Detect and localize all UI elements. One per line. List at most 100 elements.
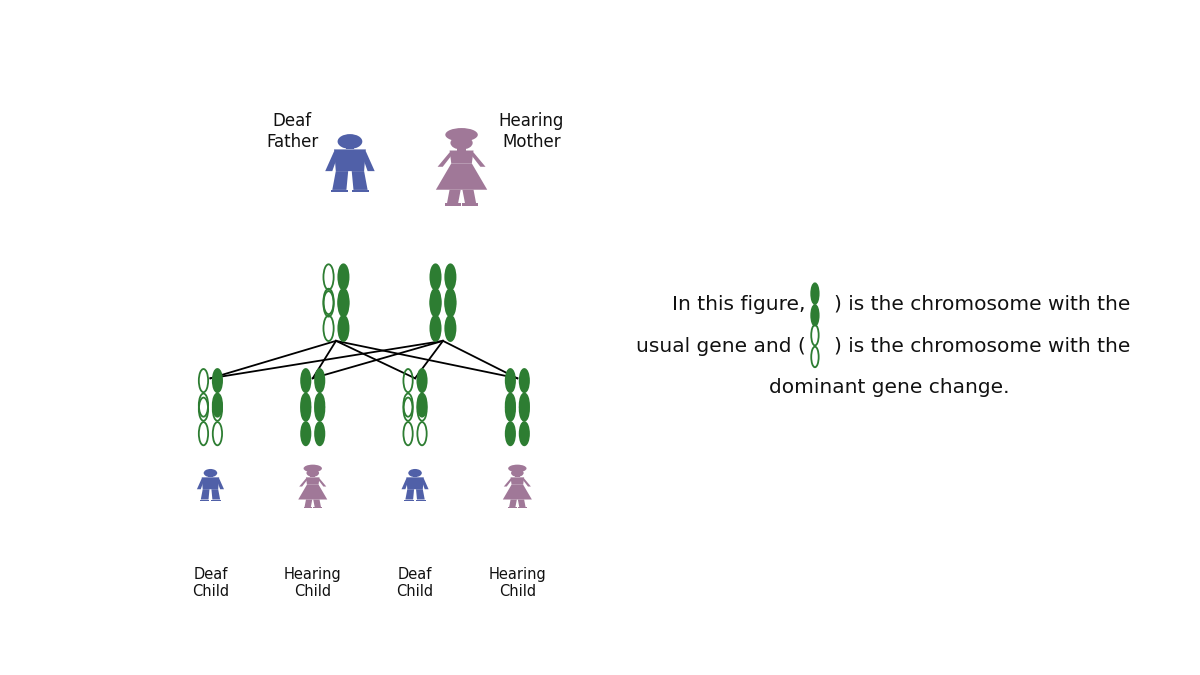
Ellipse shape [212, 394, 222, 416]
Polygon shape [462, 190, 476, 203]
Ellipse shape [316, 369, 324, 392]
Polygon shape [448, 190, 461, 203]
Polygon shape [450, 151, 474, 163]
Polygon shape [211, 489, 220, 500]
Text: Hearing
Mother: Hearing Mother [499, 112, 564, 151]
Polygon shape [299, 479, 308, 487]
Ellipse shape [431, 289, 440, 314]
Text: Deaf
Child: Deaf Child [396, 567, 433, 599]
Polygon shape [306, 477, 319, 485]
Ellipse shape [431, 291, 440, 317]
Ellipse shape [511, 469, 523, 477]
Text: dominant gene change.: dominant gene change. [769, 378, 1009, 397]
Polygon shape [360, 151, 374, 171]
Polygon shape [325, 151, 340, 171]
Text: Hearing
Child: Hearing Child [284, 567, 342, 599]
Polygon shape [518, 500, 526, 507]
Polygon shape [406, 489, 414, 500]
Polygon shape [202, 477, 220, 489]
Ellipse shape [212, 369, 222, 392]
Ellipse shape [505, 394, 515, 416]
Ellipse shape [316, 394, 324, 416]
Ellipse shape [450, 136, 473, 150]
Text: In this figure,: In this figure, [672, 295, 805, 314]
Text: ) is the chromosome with the: ) is the chromosome with the [834, 295, 1130, 314]
Ellipse shape [445, 291, 456, 317]
Polygon shape [208, 476, 212, 477]
Ellipse shape [508, 464, 527, 472]
Polygon shape [515, 476, 520, 477]
Polygon shape [522, 479, 530, 487]
Polygon shape [457, 148, 466, 151]
Text: ) is the chromosome with the: ) is the chromosome with the [834, 337, 1130, 356]
Polygon shape [416, 500, 426, 501]
Ellipse shape [445, 265, 456, 290]
Text: usual gene and (: usual gene and ( [636, 337, 805, 356]
Ellipse shape [337, 134, 362, 149]
Polygon shape [436, 163, 487, 190]
Polygon shape [421, 479, 428, 489]
Ellipse shape [338, 265, 348, 290]
Polygon shape [413, 476, 418, 477]
Ellipse shape [431, 265, 440, 290]
Ellipse shape [301, 369, 311, 392]
Polygon shape [438, 153, 454, 167]
Polygon shape [197, 479, 205, 489]
Ellipse shape [301, 422, 311, 446]
Polygon shape [503, 485, 532, 500]
Ellipse shape [316, 422, 324, 446]
Polygon shape [200, 489, 210, 500]
Polygon shape [352, 171, 367, 190]
Ellipse shape [445, 316, 456, 341]
Ellipse shape [338, 289, 348, 314]
Text: Deaf
Father: Deaf Father [266, 112, 318, 151]
Polygon shape [305, 500, 312, 507]
Ellipse shape [306, 469, 319, 477]
Ellipse shape [811, 284, 818, 304]
Polygon shape [469, 153, 486, 167]
Ellipse shape [505, 398, 515, 421]
Ellipse shape [418, 369, 427, 392]
Polygon shape [299, 485, 328, 500]
Polygon shape [352, 190, 370, 192]
Polygon shape [311, 476, 316, 477]
Ellipse shape [338, 316, 348, 341]
Polygon shape [317, 479, 326, 487]
Polygon shape [510, 477, 524, 485]
Polygon shape [416, 489, 425, 500]
Polygon shape [211, 500, 221, 501]
Polygon shape [334, 149, 366, 171]
Polygon shape [508, 507, 517, 508]
Ellipse shape [338, 291, 348, 317]
Polygon shape [330, 190, 348, 192]
Ellipse shape [445, 128, 478, 142]
Ellipse shape [301, 398, 311, 421]
Polygon shape [313, 500, 320, 507]
Ellipse shape [304, 464, 322, 472]
Polygon shape [304, 507, 312, 508]
Polygon shape [407, 477, 424, 489]
Ellipse shape [316, 398, 324, 421]
Text: Deaf
Child: Deaf Child [192, 567, 229, 599]
Ellipse shape [301, 394, 311, 416]
Ellipse shape [408, 469, 422, 477]
Ellipse shape [431, 316, 440, 341]
Polygon shape [509, 500, 517, 507]
Polygon shape [332, 171, 348, 190]
Polygon shape [404, 500, 414, 501]
Ellipse shape [204, 469, 217, 477]
Polygon shape [462, 203, 478, 205]
Polygon shape [200, 500, 210, 501]
Polygon shape [445, 203, 461, 205]
Ellipse shape [520, 369, 529, 392]
Ellipse shape [418, 394, 427, 416]
Ellipse shape [505, 422, 515, 446]
Polygon shape [402, 479, 409, 489]
Ellipse shape [505, 369, 515, 392]
Ellipse shape [520, 422, 529, 446]
Ellipse shape [520, 398, 529, 421]
Polygon shape [518, 507, 527, 508]
Text: Hearing
Child: Hearing Child [488, 567, 546, 599]
Ellipse shape [445, 289, 456, 314]
Ellipse shape [520, 394, 529, 416]
